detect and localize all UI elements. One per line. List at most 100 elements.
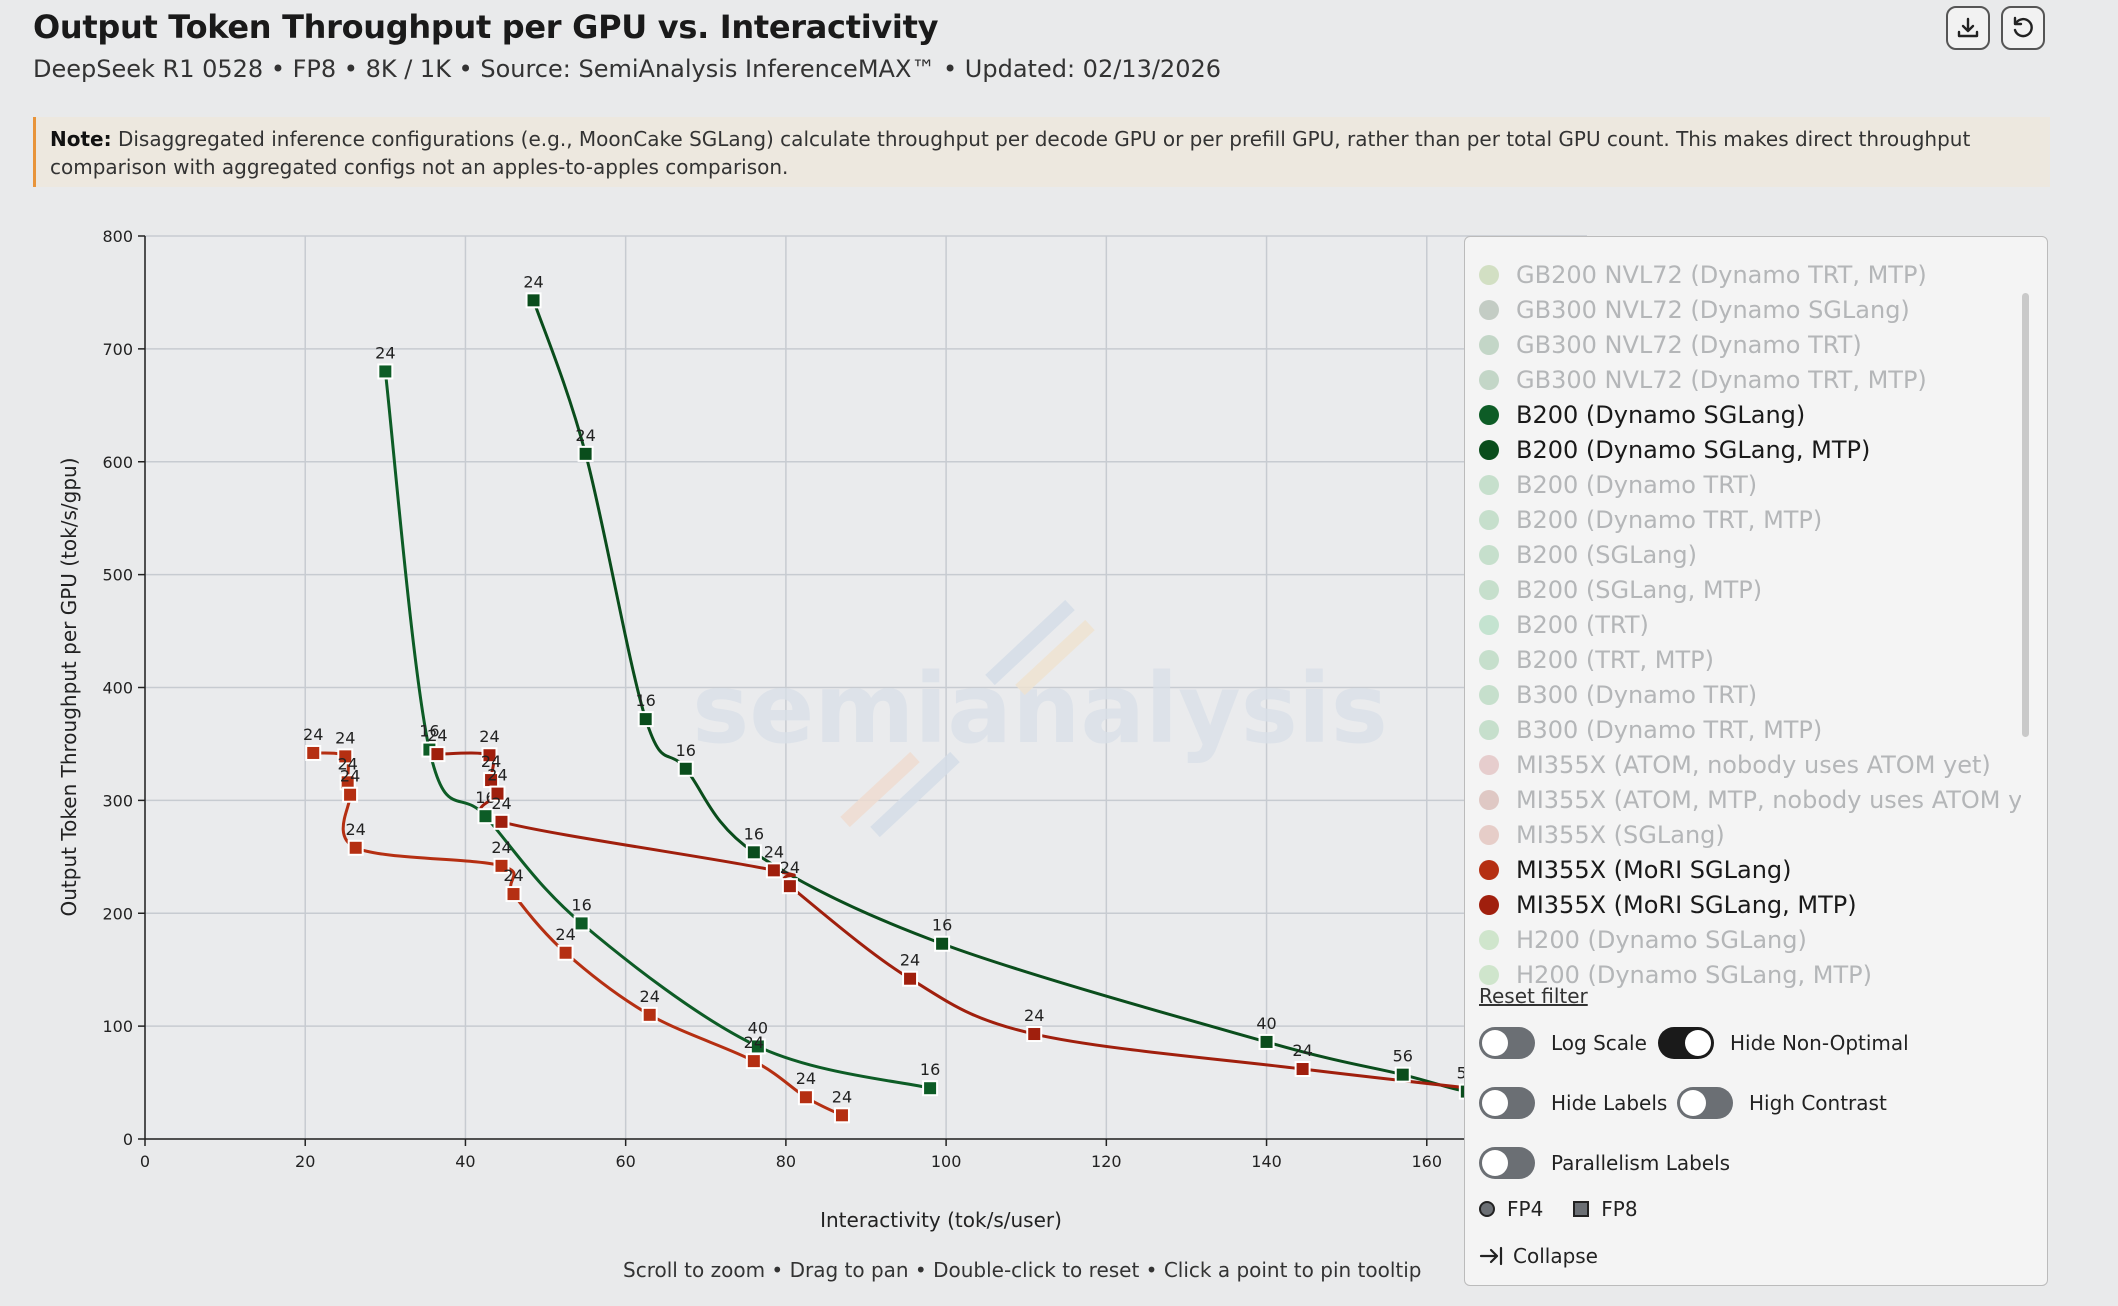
hide-labels-toggle-row[interactable]: Hide Labels: [1479, 1087, 1667, 1119]
legend-item[interactable]: H200 (Dynamo SGLang, MTP): [1479, 957, 1872, 992]
legend-item[interactable]: GB300 NVL72 (Dynamo SGLang): [1479, 292, 1910, 327]
fp4-label: FP4: [1507, 1197, 1544, 1221]
data-point[interactable]: [489, 785, 506, 802]
data-point[interactable]: [745, 1053, 762, 1070]
parallelism-labels-toggle-row[interactable]: Parallelism Labels: [1479, 1147, 1730, 1179]
legend-item[interactable]: B200 (SGLang): [1479, 537, 1697, 572]
data-point[interactable]: [637, 711, 654, 728]
data-point[interactable]: [781, 878, 798, 895]
data-label: 24: [487, 766, 507, 785]
legend-color-dot: [1479, 929, 1499, 950]
data-label: 24: [744, 1033, 764, 1052]
data-label: 40: [1256, 1014, 1276, 1033]
log-scale-toggle[interactable]: [1479, 1027, 1535, 1059]
data-point[interactable]: [1258, 1033, 1275, 1050]
data-point[interactable]: [1026, 1026, 1043, 1043]
legend-item[interactable]: B200 (Dynamo TRT): [1479, 467, 1757, 502]
parallelism-labels-toggle[interactable]: [1479, 1147, 1535, 1179]
legend-scrollbar[interactable]: [2022, 293, 2029, 737]
data-point[interactable]: [934, 935, 951, 952]
data-point[interactable]: [577, 445, 594, 462]
legend-item[interactable]: GB300 NVL72 (Dynamo TRT, MTP): [1479, 362, 1927, 397]
legend-item[interactable]: B200 (SGLang, MTP): [1479, 572, 1762, 607]
data-point[interactable]: [481, 747, 498, 764]
data-label: 16: [571, 895, 591, 914]
data-label: 24: [338, 754, 358, 773]
data-point[interactable]: [557, 944, 574, 961]
collapse-button[interactable]: Collapse: [1479, 1244, 1598, 1268]
y-tick-label: 200: [102, 904, 133, 923]
data-point[interactable]: [1294, 1061, 1311, 1078]
legend-item-label: B200 (TRT): [1516, 610, 1649, 639]
toggle-knob: [1482, 1150, 1508, 1176]
data-point[interactable]: [677, 760, 694, 777]
legend-color-dot: [1479, 894, 1499, 915]
download-button[interactable]: [1946, 6, 1990, 50]
data-point[interactable]: [477, 808, 494, 825]
legend-item[interactable]: B300 (Dynamo TRT, MTP): [1479, 712, 1822, 747]
toggle-knob: [1680, 1090, 1706, 1116]
legend-item[interactable]: MI355X (ATOM, MTP, nobody uses ATOM yet): [1479, 782, 2021, 817]
data-label: 24: [335, 728, 355, 747]
legend-item[interactable]: B200 (Dynamo TRT, MTP): [1479, 502, 1822, 537]
high-contrast-toggle[interactable]: [1677, 1087, 1733, 1119]
data-point[interactable]: [797, 1089, 814, 1106]
legend-item[interactable]: B200 (TRT, MTP): [1479, 642, 1714, 677]
data-point[interactable]: [745, 844, 762, 861]
legend-item[interactable]: MI355X (MoRI SGLang, MTP): [1479, 887, 1857, 922]
data-point[interactable]: [493, 813, 510, 830]
legend-item[interactable]: MI355X (ATOM, nobody uses ATOM yet): [1479, 747, 1991, 782]
data-point[interactable]: [347, 839, 364, 856]
log-scale-toggle-row[interactable]: Log Scale: [1479, 1027, 1647, 1059]
data-point[interactable]: [922, 1080, 939, 1097]
legend-item[interactable]: B200 (Dynamo SGLang, MTP): [1479, 432, 1870, 467]
legend-item[interactable]: B200 (TRT): [1479, 607, 1649, 642]
square-marker-icon: [1573, 1201, 1590, 1217]
legend-color-dot: [1479, 544, 1499, 565]
data-label: 16: [920, 1060, 940, 1079]
note-text: Disaggregated inference configurations (…: [50, 127, 1971, 179]
data-point[interactable]: [342, 786, 359, 803]
legend-list[interactable]: GB200 NVL72 (Dynamo TRT, MTP) GB300 NVL72…: [1465, 257, 2021, 1207]
series-line: [383, 371, 931, 1090]
legend-color-dot: [1479, 719, 1499, 740]
legend-item[interactable]: GB300 NVL72 (Dynamo TRT): [1479, 327, 1862, 362]
high-contrast-toggle-row[interactable]: High Contrast: [1677, 1087, 1887, 1119]
reset-view-button[interactable]: [2001, 6, 2045, 50]
data-point[interactable]: [641, 1006, 658, 1023]
legend-item[interactable]: MI355X (SGLang): [1479, 817, 1725, 852]
legend-item[interactable]: GB200 NVL72 (Dynamo TRT, MTP): [1479, 257, 1927, 292]
y-tick-label: 800: [102, 227, 133, 246]
chart-title: Output Token Throughput per GPU vs. Inte…: [33, 8, 939, 46]
legend-item[interactable]: H200 (Dynamo SGLang): [1479, 922, 1807, 957]
legend-color-dot: [1479, 404, 1499, 425]
legend-item[interactable]: B300 (Dynamo TRT): [1479, 677, 1757, 712]
data-point[interactable]: [765, 862, 782, 879]
legend-color-dot: [1479, 789, 1499, 810]
data-point[interactable]: [902, 970, 919, 987]
reset-filter-link[interactable]: Reset filter: [1479, 984, 1588, 1008]
data-point[interactable]: [573, 915, 590, 932]
legend-color-dot: [1479, 684, 1499, 705]
y-tick-label: 300: [102, 791, 133, 810]
data-point[interactable]: [377, 363, 394, 380]
legend-item[interactable]: MI355X (MoRI SGLang): [1479, 852, 1792, 887]
data-point[interactable]: [493, 857, 510, 874]
data-label: 24: [340, 767, 360, 786]
data-point[interactable]: [429, 746, 446, 763]
data-point[interactable]: [337, 748, 354, 765]
x-tick-label: 40: [455, 1152, 475, 1171]
data-point[interactable]: [525, 292, 542, 309]
legend-item[interactable]: B200 (Dynamo SGLang): [1479, 397, 1805, 432]
hide-non-optimal-label: Hide Non-Optimal: [1730, 1031, 1909, 1055]
hide-non-optimal-toggle-row[interactable]: Hide Non-Optimal: [1658, 1027, 1909, 1059]
data-point[interactable]: [505, 886, 522, 903]
data-point[interactable]: [833, 1107, 850, 1124]
data-point[interactable]: [305, 744, 322, 761]
hide-labels-toggle[interactable]: [1479, 1087, 1535, 1119]
data-point[interactable]: [1394, 1066, 1411, 1083]
legend-item-label: B200 (Dynamo SGLang): [1516, 400, 1806, 429]
hide-non-optimal-toggle[interactable]: [1658, 1027, 1714, 1059]
x-tick-label: 100: [931, 1152, 962, 1171]
